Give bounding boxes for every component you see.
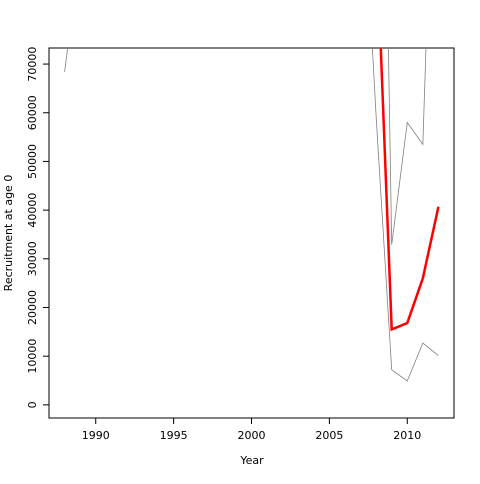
y-tick-label: 50000 bbox=[26, 144, 39, 179]
series-line bbox=[388, 48, 427, 245]
x-tick-label: 2005 bbox=[315, 429, 343, 442]
y-tick-label: 0 bbox=[26, 401, 39, 408]
y-tick-label: 60000 bbox=[26, 95, 39, 130]
y-tick-label: 20000 bbox=[26, 290, 39, 325]
x-axis-label: Year bbox=[239, 454, 264, 467]
x-tick-label: 2010 bbox=[393, 429, 421, 442]
y-tick-label: 30000 bbox=[26, 241, 39, 276]
x-tick-label: 1990 bbox=[82, 429, 110, 442]
x-tick-label: 2000 bbox=[238, 429, 266, 442]
y-tick-label: 70000 bbox=[26, 47, 39, 82]
x-tick-label: 1995 bbox=[160, 429, 188, 442]
plot-area bbox=[64, 48, 440, 382]
y-tick-label: 10000 bbox=[26, 339, 39, 374]
y-axis-label: Recruitment at age 0 bbox=[2, 175, 15, 292]
series-line bbox=[379, 48, 440, 332]
y-tick-label: 40000 bbox=[26, 193, 39, 228]
series-line bbox=[64, 48, 439, 382]
